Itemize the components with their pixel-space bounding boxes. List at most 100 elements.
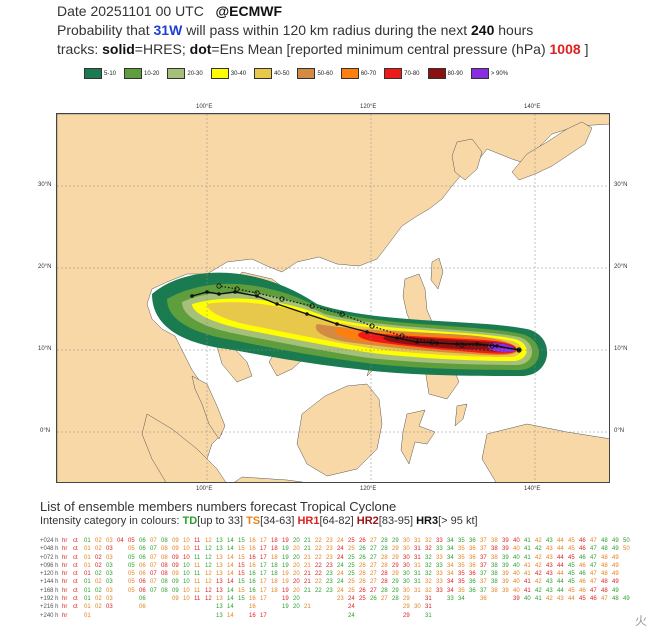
member-cell: 32 bbox=[425, 571, 432, 578]
member-cell: 47 bbox=[590, 587, 597, 594]
member-cell: 11 bbox=[194, 562, 201, 569]
member-cell: 09 bbox=[172, 554, 179, 561]
member-cell: 35 bbox=[458, 587, 465, 594]
member-cell bbox=[117, 595, 126, 603]
member-cell: 33 bbox=[436, 546, 443, 553]
member-cell bbox=[238, 612, 247, 620]
member-cell: 37 bbox=[480, 571, 487, 578]
member-cell: 29 bbox=[403, 604, 410, 611]
member-cell: 20 bbox=[293, 579, 300, 586]
member-cell: 35 bbox=[458, 571, 465, 578]
member-cell: 36 bbox=[469, 571, 476, 578]
member-cell: 14 bbox=[227, 571, 234, 578]
member-cell: 48 bbox=[612, 596, 619, 603]
hres-point bbox=[517, 348, 521, 352]
member-cell: 23 bbox=[326, 546, 333, 553]
legend-item: 20-30 bbox=[167, 68, 203, 79]
member-cell: 27 bbox=[370, 571, 377, 578]
lat-left-10: 10°N bbox=[38, 346, 52, 352]
member-cell: 15 bbox=[238, 554, 245, 561]
member-cell: 08 bbox=[161, 554, 168, 561]
member-row: +072 h hr ct 01 02 03 05 06 07 08 09 10 11 12 13 14 15 16… bbox=[40, 554, 640, 562]
member-cell bbox=[381, 612, 390, 620]
lon-top-120: 120°E bbox=[360, 104, 377, 110]
member-cell: 23 bbox=[326, 587, 333, 594]
member-cell: 02 bbox=[95, 596, 102, 603]
member-cell: 29 bbox=[392, 571, 399, 578]
member-cell: 42 bbox=[535, 579, 542, 586]
lon-top-140: 140°E bbox=[524, 104, 541, 110]
member-cell: 05 bbox=[128, 562, 135, 569]
hres-point bbox=[190, 294, 194, 298]
member-row-label: +216 h bbox=[40, 604, 59, 611]
lon-top-100: 100°E bbox=[196, 104, 213, 110]
member-cell: 13 bbox=[216, 546, 223, 553]
member-cell: 30 bbox=[403, 571, 410, 578]
member-cell bbox=[161, 603, 170, 611]
ens-mean-point bbox=[516, 347, 522, 353]
member-cell: 25 bbox=[348, 587, 355, 594]
member-cell: 06 bbox=[139, 546, 146, 553]
member-cell: 45 bbox=[568, 587, 575, 594]
legend-item: 5-10 bbox=[84, 68, 116, 79]
member-cell: 22 bbox=[315, 562, 322, 569]
legend-swatch bbox=[297, 68, 316, 79]
member-cell: 28 bbox=[381, 571, 388, 578]
lat-left-30: 30°N bbox=[38, 182, 52, 188]
member-cell: 26 bbox=[359, 554, 366, 561]
member-cell: 27 bbox=[370, 562, 377, 569]
member-cell: 24 bbox=[348, 612, 355, 619]
member-cell bbox=[183, 612, 192, 620]
date-text: Date 20251101 00 UTC bbox=[57, 3, 204, 19]
legend-swatch bbox=[340, 68, 359, 79]
member-cell: 13 bbox=[216, 596, 223, 603]
member-cell bbox=[315, 603, 324, 611]
member-cell: 10 bbox=[183, 587, 190, 594]
member-cell: 36 bbox=[469, 562, 476, 569]
member-cell: 08 bbox=[161, 562, 168, 569]
member-cell: 23 bbox=[326, 538, 333, 544]
member-cell: 44 bbox=[557, 538, 564, 544]
member-cell bbox=[205, 612, 214, 620]
member-cell: 18 bbox=[271, 554, 278, 561]
member-cell: 02 bbox=[95, 538, 102, 544]
member-cell: 11 bbox=[194, 596, 201, 603]
member-cell: 32 bbox=[425, 587, 432, 594]
member-cell: 49 bbox=[612, 571, 619, 578]
member-cell: 23 bbox=[326, 571, 333, 578]
member-cell: 05 bbox=[128, 579, 135, 586]
member-cell: 12 bbox=[205, 546, 212, 553]
member-cell: 32 bbox=[425, 554, 432, 561]
member-cell: 10 bbox=[183, 562, 190, 569]
member-cell bbox=[117, 562, 126, 570]
member-cell: 17 bbox=[260, 562, 267, 569]
member-cell: 47 bbox=[590, 554, 597, 561]
probability-legend: 5-10 10-20 20-30 30-40 40-50 50-60 60-70 70-80 8… bbox=[84, 68, 508, 79]
member-cell: 19 bbox=[282, 538, 289, 544]
member-cell: 20 bbox=[293, 538, 300, 544]
member-cell: 48 bbox=[601, 587, 608, 594]
member-cell: 33 bbox=[436, 579, 443, 586]
member-cell: 20 bbox=[293, 604, 300, 611]
member-cell: 03 bbox=[106, 596, 113, 603]
member-cell: 02 bbox=[95, 546, 102, 553]
member-cell: 38 bbox=[491, 562, 498, 569]
member-cell: 41 bbox=[524, 546, 531, 553]
member-cell: 17 bbox=[260, 596, 267, 603]
member-cell: 26 bbox=[359, 562, 366, 569]
member-cell: 35 bbox=[458, 546, 465, 553]
legend-item: 70-80 bbox=[384, 68, 420, 79]
member-cell: 25 bbox=[348, 579, 355, 586]
hours-value: 240 bbox=[471, 22, 495, 38]
member-cell: 43 bbox=[546, 562, 553, 569]
member-cell bbox=[326, 612, 335, 620]
member-cell: 23 bbox=[337, 596, 344, 603]
member-cell: 43 bbox=[546, 554, 553, 561]
member-cell: 06 bbox=[139, 571, 146, 578]
member-cell: 26 bbox=[359, 546, 366, 553]
member-cell: 50 bbox=[623, 538, 630, 544]
lon-bottom-120: 120°E bbox=[360, 486, 377, 492]
member-cell bbox=[117, 578, 126, 586]
lat-right-10: 10°N bbox=[614, 346, 628, 352]
member-cell: 06 bbox=[139, 554, 146, 561]
